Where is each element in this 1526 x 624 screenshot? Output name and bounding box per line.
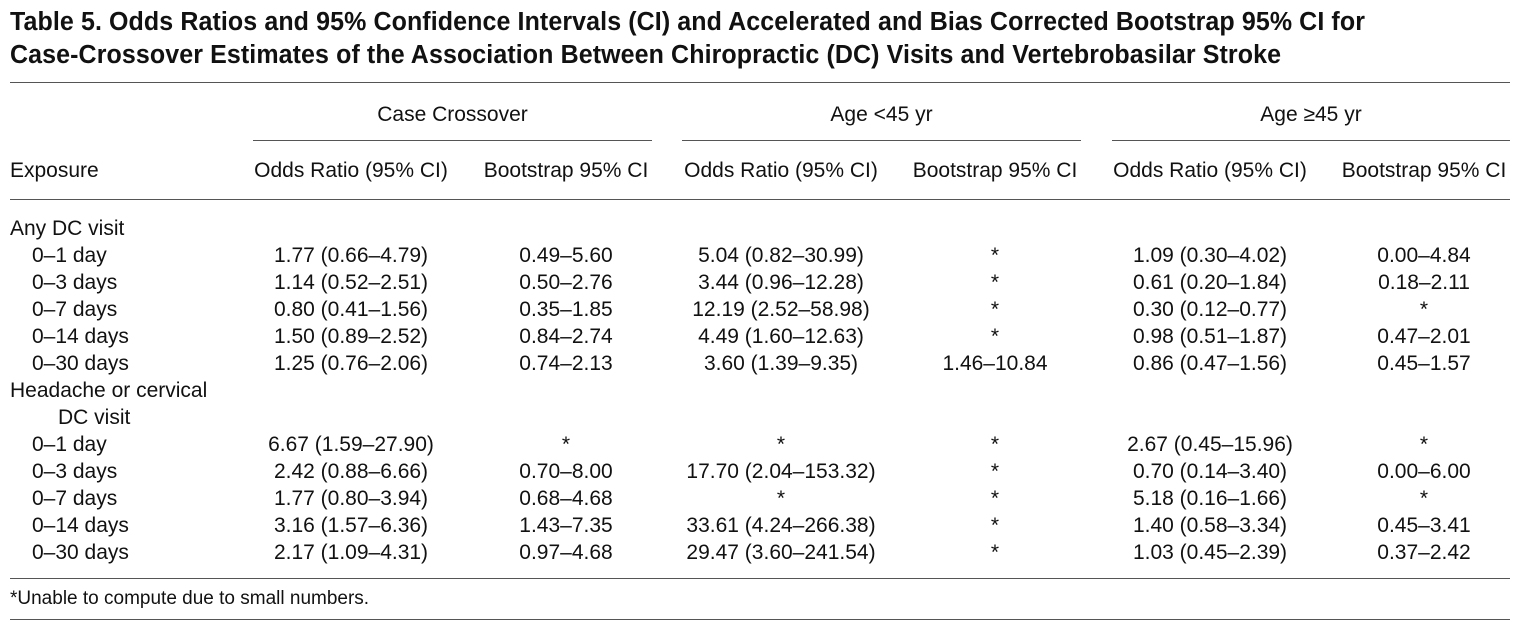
table-cell: * [990, 244, 1000, 267]
section-heading: Any DC visit [10, 217, 125, 240]
table-cell: * [990, 541, 1000, 564]
table-cell: * [1419, 433, 1429, 456]
table-cell: 0.35–1.85 [519, 298, 613, 321]
row-label: 0–14 days [32, 514, 129, 537]
table-cell: 0.84–2.74 [519, 325, 613, 348]
table-cell: 1.03 (0.45–2.39) [1132, 541, 1288, 564]
table-cell: 0.00–6.00 [1377, 460, 1471, 483]
group-underline-2 [682, 140, 1081, 141]
column-header-2: Bootstrap 95% CI [483, 159, 649, 182]
table-cell: 0.18–2.11 [1378, 271, 1470, 294]
table-cell: 0.86 (0.47–1.56) [1132, 352, 1288, 375]
table-cell: * [1419, 487, 1429, 510]
table-cell: * [990, 298, 1000, 321]
table-cell: 2.17 (1.09–4.31) [273, 541, 429, 564]
group-underline-3 [1112, 140, 1510, 141]
table-title-line-2: Case-Crossover Estimates of the Associat… [10, 41, 1282, 69]
section-heading: Headache or cervical [10, 379, 208, 402]
table-cell: 1.77 (0.80–3.94) [273, 487, 429, 510]
bottom-rule [10, 578, 1510, 579]
table-cell: 2.42 (0.88–6.66) [273, 460, 429, 483]
column-header-5: Odds Ratio (95% CI) [1113, 159, 1307, 182]
table-cell: 0.49–5.60 [519, 244, 613, 267]
table-cell: 0.97–4.68 [519, 541, 613, 564]
row-label: 0–1 day [32, 433, 107, 456]
table-cell: 0.70–8.00 [519, 460, 613, 483]
table-cell: 4.49 (1.60–12.63) [698, 325, 864, 348]
top-rule [10, 82, 1510, 83]
table-cell: 6.67 (1.59–27.90) [268, 433, 434, 456]
table-cell: 0.80 (0.41–1.56) [273, 298, 429, 321]
table-cell: 17.70 (2.04–153.32) [686, 460, 876, 483]
table-cell: 1.25 (0.76–2.06) [273, 352, 429, 375]
row-label: 0–30 days [32, 352, 129, 375]
table-cell: * [776, 487, 786, 510]
table-cell: * [1419, 298, 1429, 321]
table-cell: * [990, 433, 1000, 456]
table-cell: * [776, 433, 786, 456]
table-cell: 0.70 (0.14–3.40) [1132, 460, 1288, 483]
table-cell: 0.47–2.01 [1377, 325, 1471, 348]
table-cell: * [990, 271, 1000, 294]
table-cell: * [990, 460, 1000, 483]
column-header-6: Bootstrap 95% CI [1341, 159, 1507, 182]
row-label: 0–1 day [32, 244, 107, 267]
section-heading: DC visit [58, 406, 131, 429]
table-cell: 0.30 (0.12–0.77) [1132, 298, 1288, 321]
table-cell: 0.00–4.84 [1377, 244, 1471, 267]
table-cell: * [990, 514, 1000, 537]
table-cell: 1.09 (0.30–4.02) [1132, 244, 1288, 267]
table-cell: * [990, 325, 1000, 348]
table-cell: 33.61 (4.24–266.38) [686, 514, 876, 537]
table-cell: 1.43–7.35 [519, 514, 613, 537]
table-cell: 0.45–1.57 [1377, 352, 1471, 375]
table-cell: * [990, 487, 1000, 510]
row-label: 0–3 days [32, 460, 118, 483]
table-title: Table 5. Odds Ratios and 95% Confidence … [10, 6, 1480, 72]
table-cell: 0.74–2.13 [519, 352, 613, 375]
table-cell: 3.44 (0.96–12.28) [698, 271, 864, 294]
group-header-1: Case Crossover [377, 103, 528, 126]
table-footnote: *Unable to compute due to small numbers. [10, 588, 370, 609]
group-underline-1 [253, 140, 652, 141]
row-label: 0–30 days [32, 541, 129, 564]
table-cell: 2.67 (0.45–15.96) [1127, 433, 1293, 456]
table-cell: 0.37–2.42 [1377, 541, 1471, 564]
table-cell: 0.68–4.68 [519, 487, 613, 510]
table-cell: 0.98 (0.51–1.87) [1132, 325, 1288, 348]
column-header-4: Bootstrap 95% CI [912, 159, 1078, 182]
table-cell: 1.46–10.84 [942, 352, 1048, 375]
table-cell: 1.50 (0.89–2.52) [273, 325, 429, 348]
table-cell: 1.14 (0.52–2.51) [273, 271, 429, 294]
table-cell: 29.47 (3.60–241.54) [686, 541, 876, 564]
table-cell: 0.45–3.41 [1377, 514, 1471, 537]
row-label: 0–7 days [32, 487, 118, 510]
column-header-3: Odds Ratio (95% CI) [684, 159, 878, 182]
table-cell: 5.18 (0.16–1.66) [1132, 487, 1288, 510]
group-header-3: Age ≥45 yr [1260, 103, 1362, 126]
table-cell: 5.04 (0.82–30.99) [698, 244, 864, 267]
table-cell: 0.61 (0.20–1.84) [1132, 271, 1288, 294]
table-title-line-1: Table 5. Odds Ratios and 95% Confidence … [10, 8, 1366, 36]
header-rule [10, 199, 1510, 200]
table-cell: 1.77 (0.66–4.79) [273, 244, 429, 267]
footnote-rule [10, 619, 1510, 620]
column-header-1: Odds Ratio (95% CI) [254, 159, 448, 182]
column-header-exposure: Exposure [10, 159, 99, 182]
row-label: 0–3 days [32, 271, 118, 294]
group-header-2: Age <45 yr [830, 103, 933, 126]
table-cell: 3.60 (1.39–9.35) [703, 352, 859, 375]
table-cell: 3.16 (1.57–6.36) [273, 514, 429, 537]
row-label: 0–14 days [32, 325, 129, 348]
table-cell: 12.19 (2.52–58.98) [692, 298, 870, 321]
row-label: 0–7 days [32, 298, 118, 321]
table-cell: * [561, 433, 571, 456]
table-cell: 0.50–2.76 [519, 271, 613, 294]
table-cell: 1.40 (0.58–3.34) [1132, 514, 1288, 537]
